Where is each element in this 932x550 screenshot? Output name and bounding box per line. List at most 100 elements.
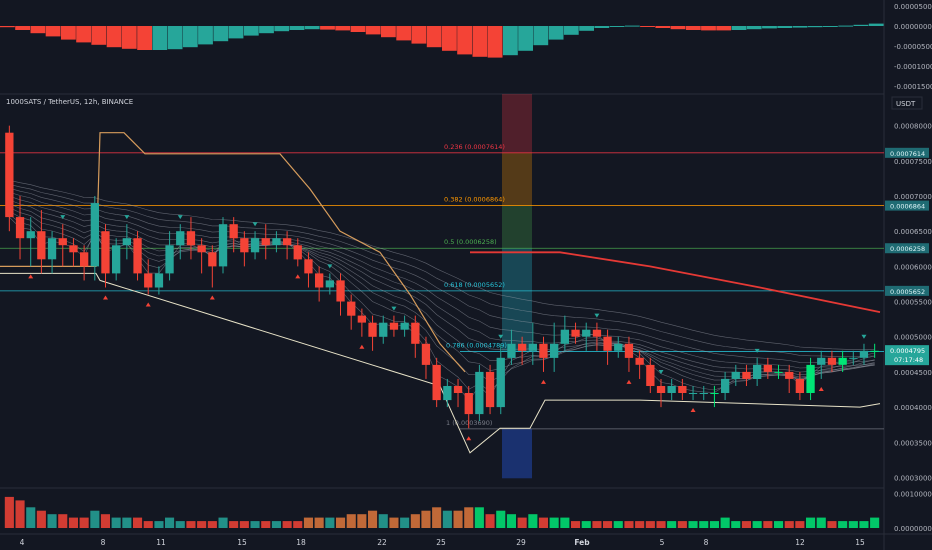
- candle-body: [870, 350, 879, 352]
- candle-body: [283, 238, 292, 246]
- buy-signal-arrow: [594, 313, 600, 318]
- candle-body: [795, 378, 804, 393]
- volume-bar: [79, 517, 89, 528]
- oscillator-bar: [701, 26, 716, 31]
- oscillator-bar: [152, 26, 168, 50]
- oscillator-bar: [350, 26, 366, 32]
- fib-level-label: 0.382 (0.0006864): [444, 196, 505, 204]
- fib-axis-tag-label: 0.0006864: [890, 203, 925, 211]
- sell-signal-arrow: [540, 379, 546, 384]
- volume-bar: [699, 521, 709, 528]
- ema-ribbon-line: [9, 195, 875, 373]
- volume-bar: [239, 521, 249, 528]
- candle-body: [325, 280, 334, 288]
- candle-body: [80, 252, 89, 267]
- volume-bar: [667, 521, 677, 528]
- oscillator-bar: [442, 26, 457, 51]
- fib-zone-band: [502, 248, 532, 291]
- candle-body: [699, 393, 708, 394]
- fib-zone-band: [502, 94, 532, 153]
- oscillator-bar: [823, 26, 838, 27]
- volume-bar: [229, 521, 239, 528]
- candle-body: [624, 343, 634, 358]
- volume-bar: [271, 521, 281, 528]
- candle-body: [208, 252, 217, 267]
- buy-signal-arrow: [861, 334, 867, 339]
- time-tick-label: Feb: [574, 538, 590, 547]
- candle-body: [347, 301, 356, 316]
- oscillator-bar: [61, 26, 76, 40]
- volume-bar: [464, 507, 474, 528]
- volume-bar: [26, 507, 36, 528]
- volume-bar: [68, 517, 78, 528]
- oscillator-tick-label: -0.0001500: [894, 83, 932, 91]
- oscillator-bar: [426, 26, 442, 48]
- volume-bar: [517, 517, 527, 528]
- buy-signal-arrow: [658, 369, 664, 374]
- time-tick-label: 5: [660, 538, 665, 547]
- volume-bar: [47, 514, 57, 528]
- volume-bar: [410, 514, 420, 528]
- volume-bar: [838, 521, 848, 528]
- oscillator-tick-label: -0.0001000: [894, 63, 932, 71]
- volume-bar: [100, 514, 110, 528]
- oscillator-bar: [624, 25, 640, 27]
- fib-axis-tag-label: 0.0006258: [890, 245, 925, 253]
- volume-bar: [197, 521, 207, 528]
- oscillator-bar: [365, 26, 381, 35]
- volume-bar: [688, 521, 698, 528]
- candle-body: [539, 343, 548, 358]
- oscillator-bar: [228, 26, 244, 39]
- oscillator-tick-label: 0.0000000: [894, 23, 932, 31]
- volume-bar: [218, 517, 228, 528]
- oscillator-bar: [655, 26, 671, 28]
- oscillator-bar: [137, 26, 152, 50]
- candle-body: [315, 273, 324, 288]
- candle-body: [443, 386, 452, 401]
- fib-axis-tag-label: 0.0005652: [890, 288, 925, 296]
- oscillator-bar: [731, 26, 747, 30]
- last-price-label: 0.0004795: [890, 347, 925, 355]
- candle-body: [357, 315, 366, 323]
- oscillator-bar: [762, 26, 777, 29]
- volume-bar: [720, 517, 730, 528]
- candle-body: [304, 259, 313, 274]
- oscillator-bar: [243, 26, 259, 36]
- candle-body: [58, 238, 67, 246]
- fib-level-label: 1 (0.0003690): [446, 419, 492, 427]
- volume-bar: [357, 514, 367, 528]
- candle-body: [400, 322, 409, 330]
- time-tick-label: 8: [704, 538, 709, 547]
- volume-bar: [421, 510, 431, 528]
- volume-tick-label: 0.0010000: [894, 490, 932, 498]
- volume-bar: [870, 517, 880, 528]
- volume-bar: [400, 517, 410, 528]
- oscillator-bar: [838, 25, 854, 27]
- oscillator-bar: [91, 26, 107, 45]
- candle-body: [817, 357, 826, 365]
- candle-body: [721, 378, 730, 393]
- candle-body: [485, 371, 495, 408]
- oscillator-bar: [579, 26, 594, 31]
- oscillator-bar: [182, 26, 198, 48]
- candle-body: [133, 238, 142, 274]
- oscillator-bar: [106, 26, 122, 48]
- oscillator-bar: [640, 26, 655, 27]
- volume-bar: [15, 500, 25, 528]
- candle-body: [475, 371, 484, 415]
- price-tick-label: 0.0006500: [894, 228, 932, 236]
- volume-bar: [645, 521, 655, 528]
- sell-signal-arrow: [28, 274, 34, 279]
- time-tick-label: 29: [516, 538, 526, 547]
- oscillator-bar: [548, 26, 564, 40]
- volume-bar: [795, 521, 805, 528]
- oscillator-bar: [0, 26, 15, 28]
- candle-body: [229, 224, 238, 239]
- volume-bar: [207, 521, 217, 528]
- candle-body: [827, 357, 837, 365]
- volume-bar: [165, 517, 175, 528]
- candle-body: [218, 224, 228, 267]
- buy-signal-arrow: [498, 334, 504, 339]
- candle-body: [635, 357, 644, 365]
